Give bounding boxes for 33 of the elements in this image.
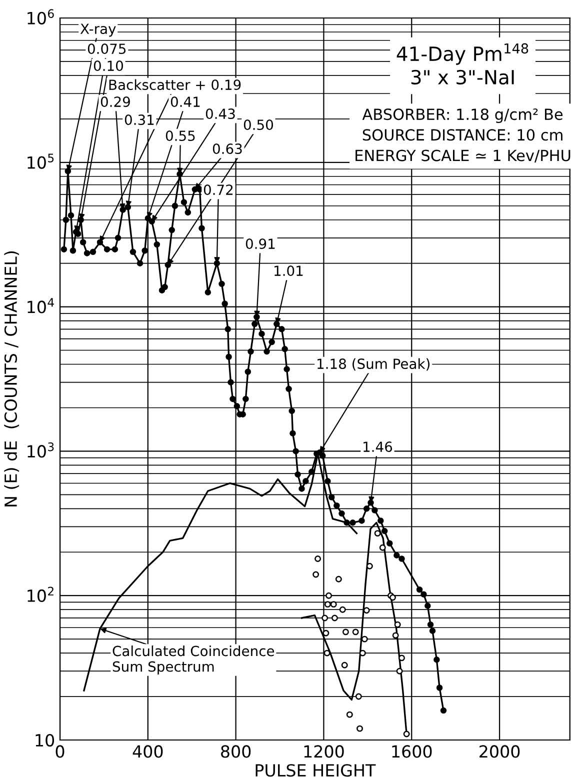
annotation: 0.075 xyxy=(88,44,126,54)
x-tick-label: 400 xyxy=(132,745,163,758)
annotation: 1.18 (Sum Peak) xyxy=(318,358,430,371)
annotation: 0.55 xyxy=(166,130,195,142)
annotation: Calculated Coincidence Sum Spectrum xyxy=(112,646,274,674)
text: 41-Day Pm$^{148}$ 3" x 3"-NaI xyxy=(396,43,528,85)
annotation: 0.29 xyxy=(100,96,130,108)
y-tick-label: 10$^{5}$ xyxy=(28,154,54,169)
annotation: 0.50 xyxy=(244,120,273,130)
annotation: X-ray xyxy=(80,24,116,37)
annotation: 0.10 xyxy=(94,60,123,72)
y-tick-label: 10 xyxy=(36,734,54,747)
y-axis-title: N (E) dE (COUNTS / CHANNEL) xyxy=(4,251,19,506)
annotation: 0.31 xyxy=(124,114,154,126)
text: ABSORBER: 1.18 g/cm² Be SOURCE DISTANCE: 10 cm ENERGY SCALE ≃ 1 Kev/PHU xyxy=(356,108,570,162)
annotation: 0.72 xyxy=(204,184,233,196)
x-tick-label: 1600 xyxy=(392,745,432,758)
x-tick-label: 1200 xyxy=(304,745,344,758)
annotation: 0.43 xyxy=(206,108,235,120)
x-tick-label: 0 xyxy=(56,745,64,758)
x-tick-label: 800 xyxy=(221,745,251,758)
y-tick-label: 10$^{6}$ xyxy=(28,9,54,24)
y-tick-label: 10$^{2}$ xyxy=(28,586,54,602)
annotation: 0.41 xyxy=(170,96,200,108)
annotation: 0.63 xyxy=(212,144,242,154)
annotation: 1.46 xyxy=(364,442,392,452)
y-tick-label: 10$^{4}$ xyxy=(28,298,54,314)
annotation: 1.01 xyxy=(274,266,303,276)
x-tick-label: 2000 xyxy=(480,745,520,758)
annotation: Backscatter + 0.19 xyxy=(109,79,241,90)
annotation: 0.91 xyxy=(246,238,275,250)
x-axis-title: PULSE HEIGHT xyxy=(256,764,376,777)
y-tick-label: 10$^{3}$ xyxy=(28,442,54,458)
